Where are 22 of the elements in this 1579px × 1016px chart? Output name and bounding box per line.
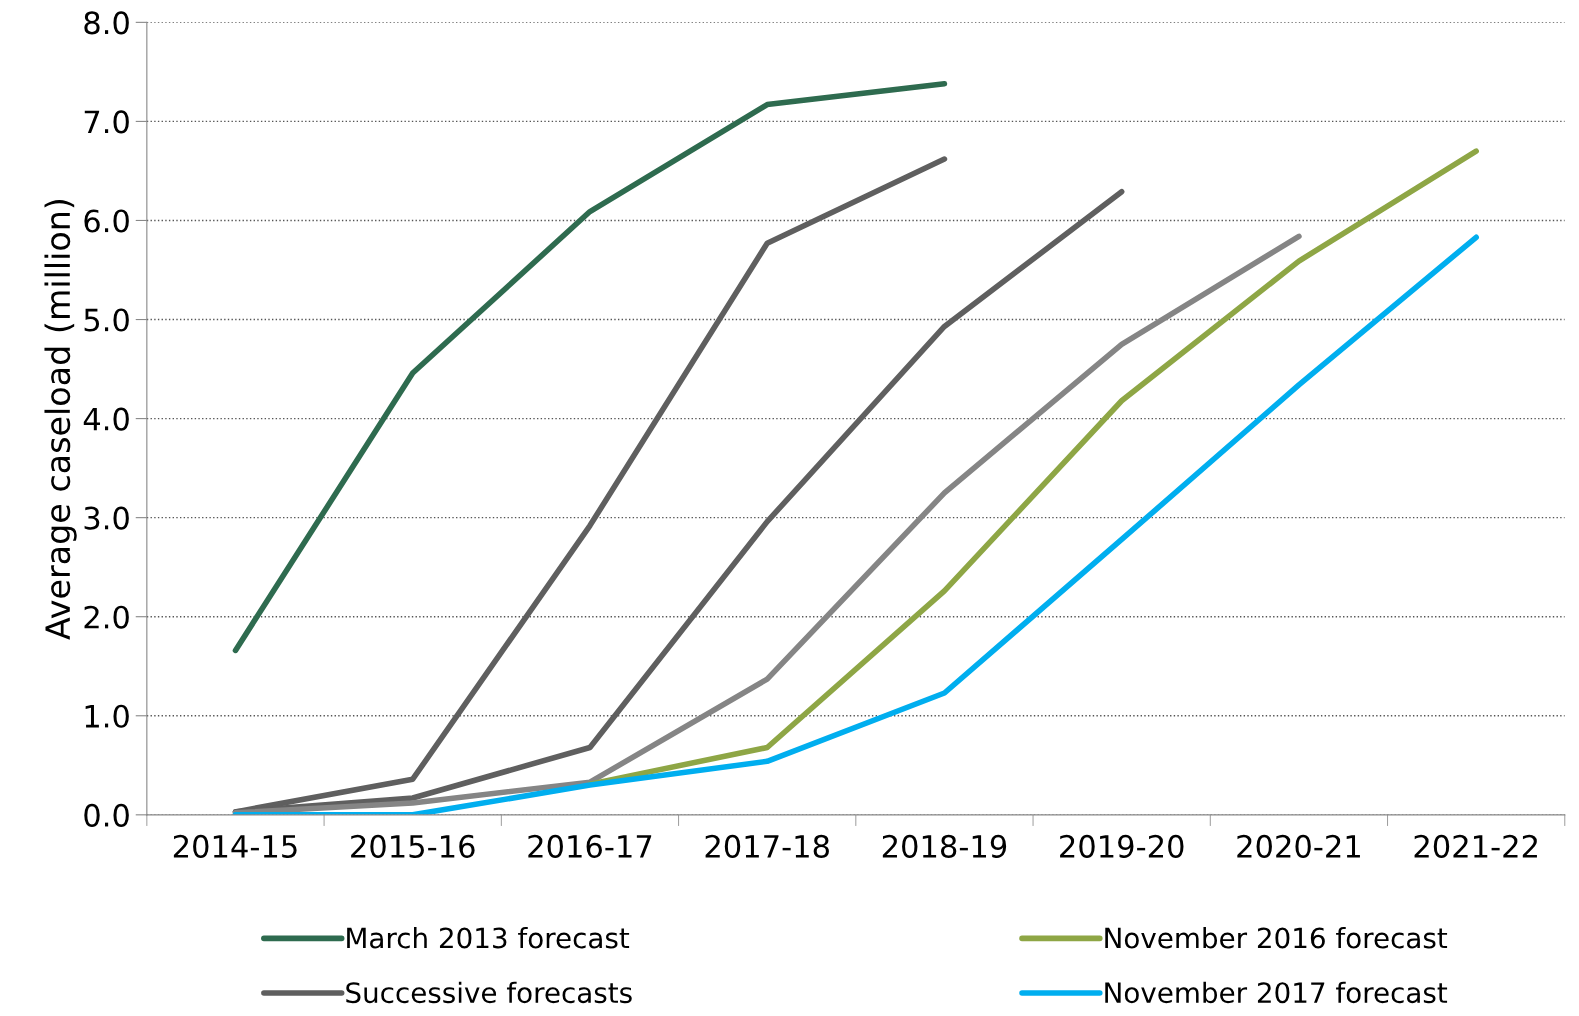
- y-axis-title: Average caseload (million): [44, 199, 77, 640]
- x-tick-label: 2017-18: [705, 834, 829, 858]
- y-tick-label: 1.0: [85, 704, 129, 728]
- y-tick-label: 6.0: [84, 209, 129, 233]
- x-tick-label: 2020-21: [1237, 834, 1360, 858]
- legend-label: March 2013 forecast: [347, 927, 630, 949]
- y-tick-label: 8.0: [84, 11, 129, 35]
- legend-label: November 2016 forecast: [1105, 927, 1448, 949]
- x-tick-label: 2019-20: [1060, 834, 1184, 858]
- y-tick-label: 3.0: [84, 506, 129, 530]
- legend-label: Successive forecasts: [346, 981, 632, 1004]
- x-tick-label: 2018-19: [882, 834, 1007, 858]
- y-tick-label: 7.0: [84, 110, 129, 134]
- x-tick-label: 2014-15: [173, 834, 297, 858]
- legend-label: November 2017 forecast: [1105, 981, 1448, 1004]
- y-tick-label: 2.0: [84, 605, 129, 629]
- x-tick-label: 2016-17: [528, 834, 652, 858]
- y-tick-label: 0.0: [84, 803, 129, 827]
- x-tick-label: 2015-16: [351, 834, 475, 858]
- y-tick-label: 5.0: [84, 308, 129, 332]
- x-tick-label: 2021-22: [1414, 834, 1537, 858]
- y-tick-label: 4.0: [83, 407, 129, 431]
